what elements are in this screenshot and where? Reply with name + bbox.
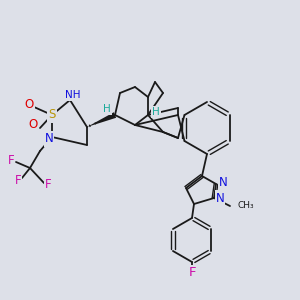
Text: NH: NH [65,90,81,100]
Text: F: F [8,154,14,166]
Text: S: S [48,109,56,122]
Text: H: H [152,107,160,117]
Text: F: F [45,178,51,191]
Text: N: N [219,176,227,188]
Text: F: F [188,266,196,280]
Text: N: N [216,191,224,205]
Text: CH₃: CH₃ [238,202,255,211]
Text: O: O [24,98,34,112]
Polygon shape [87,112,116,127]
Text: N: N [45,133,53,146]
Text: O: O [28,118,38,130]
Text: H: H [103,104,111,114]
Text: F: F [15,175,21,188]
